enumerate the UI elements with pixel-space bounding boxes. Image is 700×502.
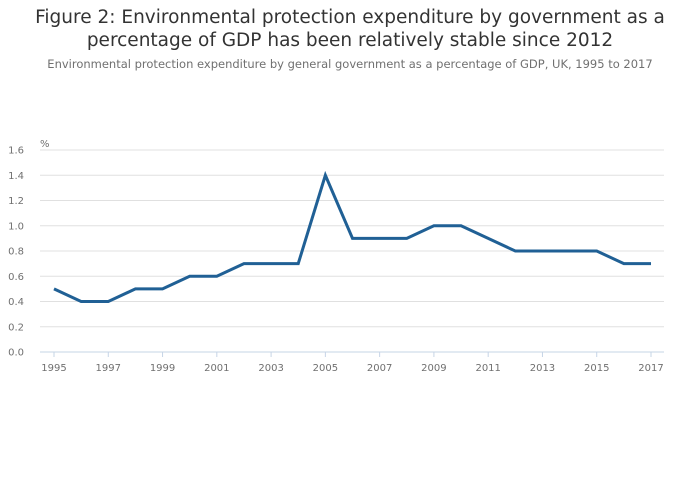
y-tick-label: 1.6 <box>8 146 24 157</box>
x-tick-label: 1997 <box>96 363 121 374</box>
y-tick-label: 1.2 <box>8 196 24 207</box>
x-tick-label: 1999 <box>150 363 175 374</box>
y-tick-label: 0.6 <box>8 272 24 283</box>
x-tick-label: 2009 <box>421 363 446 374</box>
x-tick-label: 1995 <box>41 363 66 374</box>
y-tick-label: 1.4 <box>8 171 24 182</box>
y-tick-label: 0.8 <box>8 247 24 258</box>
x-tick-label: 2015 <box>584 363 609 374</box>
y-tick-label: 1.0 <box>8 221 24 232</box>
x-tick-label: 2013 <box>530 363 555 374</box>
x-tick-label: 2005 <box>313 363 338 374</box>
y-tick-label: 0.2 <box>8 322 24 333</box>
x-tick-label: 2007 <box>367 363 392 374</box>
chart-title: Figure 2: Environmental protection expen… <box>35 7 665 51</box>
x-tick-label: 2017 <box>638 363 663 374</box>
x-tick-label: 2003 <box>258 363 283 374</box>
x-tick-label: 2011 <box>475 363 500 374</box>
chart-subtitle: Environmental protection expenditure by … <box>47 57 653 71</box>
y-axis-label: % <box>40 139 50 150</box>
x-tick-label: 2001 <box>204 363 229 374</box>
y-tick-label: 0.4 <box>8 297 24 308</box>
y-tick-label: 0.0 <box>8 348 24 359</box>
